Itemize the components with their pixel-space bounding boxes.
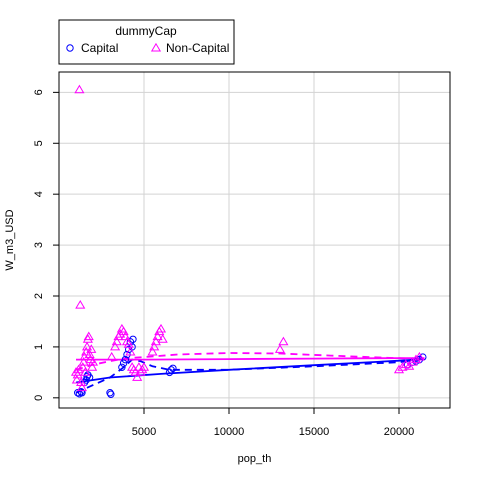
- x-tick-label: 5000: [132, 426, 156, 438]
- data-point: [397, 362, 408, 371]
- data-point: [407, 356, 418, 366]
- data-point: [80, 367, 91, 376]
- data-point: [73, 364, 84, 374]
- y-tick-label: 3: [33, 242, 45, 248]
- y-tick-label: 4: [33, 191, 45, 197]
- data-point: [155, 323, 167, 333]
- data-point: [74, 84, 85, 94]
- data-point: [152, 331, 163, 341]
- legend-non-capital-marker: [150, 42, 162, 52]
- data-point: [111, 336, 122, 346]
- data-point: [77, 362, 88, 371]
- data-point: [72, 369, 83, 379]
- data-point: [149, 341, 160, 351]
- data-point: [274, 344, 286, 353]
- data-point: [410, 354, 422, 364]
- data-point: [78, 356, 89, 366]
- y-axis: 0 1 2 3 4 5 6: [33, 89, 60, 401]
- data-point: [138, 362, 150, 371]
- data-point: [414, 351, 425, 361]
- data-point: [157, 334, 168, 343]
- data-point: [123, 339, 134, 348]
- x-tick-label: 10000: [214, 426, 245, 438]
- data-point: [78, 389, 86, 397]
- data-point: [167, 366, 175, 374]
- data-point: [87, 362, 98, 371]
- legend-non-capital-label: Non-Capital: [166, 41, 229, 55]
- data-point: [404, 361, 415, 370]
- fit-lines: [75, 352, 425, 394]
- data-point: [86, 344, 97, 353]
- data-point: [150, 336, 161, 346]
- x-axis: 5000 10000 15000 20000: [132, 407, 415, 438]
- legend-title: dummyCap: [115, 24, 177, 38]
- data-point: [76, 382, 88, 392]
- data-point: [81, 346, 92, 356]
- data-point: [169, 364, 177, 372]
- data-points: [70, 84, 427, 398]
- y-tick-label: 1: [33, 344, 45, 350]
- x-axis-label: pop_th: [238, 453, 272, 465]
- y-tick-label: 5: [33, 140, 45, 146]
- data-point: [119, 359, 128, 367]
- data-point: [393, 364, 405, 374]
- x-tick-label: 20000: [384, 426, 415, 438]
- x-tick-label: 15000: [299, 426, 330, 438]
- data-point: [115, 328, 126, 338]
- data-point: [147, 346, 158, 356]
- legend: dummyCap Capital Non-Capital: [58, 19, 235, 65]
- data-point: [125, 346, 136, 356]
- y-tick-label: 0: [33, 395, 45, 401]
- data-point: [75, 299, 86, 309]
- data-point: [85, 373, 94, 382]
- data-point: [87, 356, 99, 366]
- data-point: [106, 351, 117, 361]
- y-tick-label: 2: [33, 293, 45, 299]
- data-point: [71, 374, 82, 384]
- data-point: [118, 363, 126, 371]
- y-tick-label: 6: [33, 89, 45, 95]
- data-point: [74, 389, 82, 397]
- data-point: [106, 389, 114, 397]
- fit-line-dashed: [75, 352, 425, 371]
- data-point: [278, 336, 289, 346]
- data-point: [107, 390, 115, 398]
- data-point: [77, 388, 85, 396]
- data-point: [79, 351, 90, 361]
- legend-capital-marker: [66, 44, 74, 52]
- legend-capital-label: Capital: [81, 41, 118, 55]
- data-point: [121, 355, 130, 364]
- data-point: [82, 334, 93, 343]
- legend-box: [58, 19, 235, 65]
- data-point: [132, 372, 143, 381]
- data-point: [81, 341, 93, 351]
- data-point: [83, 331, 94, 341]
- y-axis-label: W_m3_USD: [4, 209, 16, 270]
- data-point: [110, 341, 121, 351]
